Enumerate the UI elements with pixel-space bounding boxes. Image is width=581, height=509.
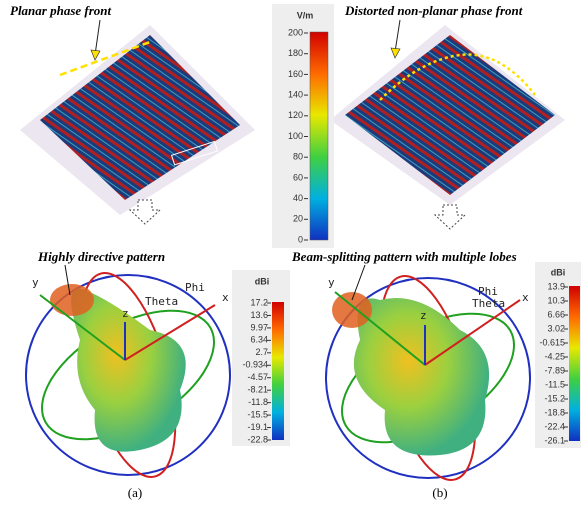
tick-label: 2.7: [255, 347, 268, 357]
tick-label: 160: [288, 69, 303, 79]
field-board-b: [330, 20, 565, 205]
caption: (a): [128, 485, 142, 500]
tick-label: 140: [288, 89, 303, 99]
label: Distorted non-planar phase front: [344, 3, 523, 18]
tick-label: -15.2: [544, 393, 565, 403]
axis-label: y: [328, 276, 335, 289]
field-board-a: [20, 20, 255, 215]
tick-label: 0: [298, 234, 303, 244]
label: Beam-splitting pattern with multiple lob…: [291, 249, 517, 264]
tick-label: -0.615: [539, 337, 565, 347]
axis-label: Theta: [472, 297, 505, 310]
tick-label: 3.02: [547, 323, 565, 333]
tick-label: 100: [288, 131, 303, 141]
axis-label: y: [32, 276, 39, 289]
label: Highly directive pattern: [37, 249, 165, 264]
tick-label: 13.6: [250, 310, 268, 320]
unit: dBi: [551, 267, 566, 277]
tick-label: 6.34: [250, 335, 268, 345]
tick-label: -18.8: [544, 407, 565, 417]
tick-label: 80: [293, 152, 303, 162]
tick-label: -7.89: [544, 365, 565, 375]
tick-label: -4.25: [544, 351, 565, 361]
tick-label: -22.8: [247, 434, 268, 444]
axis-label: z: [420, 309, 427, 322]
axis-label: Phi: [185, 281, 205, 294]
tick-label: 13.9: [547, 281, 565, 291]
axis-label: x: [222, 291, 229, 304]
tick-label: 40: [293, 193, 303, 203]
tick-label: 6.66: [547, 309, 565, 319]
tick-label: 200: [288, 27, 303, 37]
arrow: [435, 205, 465, 229]
tick-label: -4.57: [247, 372, 268, 382]
unit: V/m: [297, 10, 314, 20]
colorbar: [310, 32, 328, 240]
tick-label: -26.1: [544, 435, 565, 445]
axis-label: x: [522, 291, 529, 304]
tick-label: -8.21: [247, 385, 268, 395]
tick-label: -19.1: [247, 422, 268, 432]
tick-label: -11.8: [248, 397, 268, 407]
tick-label: 9.97: [250, 322, 268, 332]
tick-label: 17.2: [250, 297, 268, 307]
tick-label: 60: [293, 172, 303, 182]
label: Planar phase front: [10, 3, 112, 18]
tick-label: 120: [288, 110, 303, 120]
figure: Planar phase front Distorted non-planar …: [0, 0, 581, 509]
axis-label: Theta: [145, 295, 178, 308]
axis-label: z: [122, 307, 129, 320]
axis-label: Phi: [478, 285, 498, 298]
unit: dBi: [255, 276, 270, 286]
tick-label: 20: [293, 214, 303, 224]
tick-label: -0.934: [242, 360, 268, 370]
pattern-a: [21, 263, 236, 487]
tick-label: 180: [288, 48, 303, 58]
tick-label: 10.3: [547, 295, 565, 305]
caption: (b): [432, 485, 447, 500]
tick-label: -15.5: [247, 409, 268, 419]
colorbar: [272, 302, 284, 440]
colorbar: [569, 286, 580, 441]
tick-label: -11.5: [545, 379, 565, 389]
tick-label: -22.4: [544, 421, 565, 431]
